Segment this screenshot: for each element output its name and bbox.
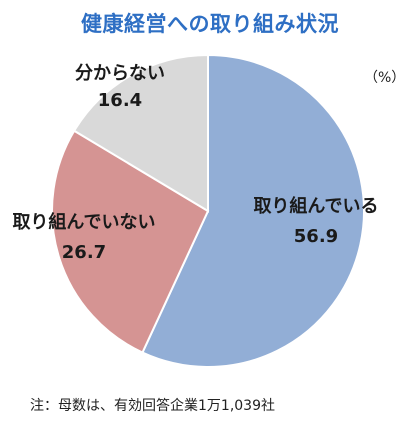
slice-category-label: 分からない xyxy=(75,63,165,84)
footnote: 注：母数は、有効回答企業1万1,039社 xyxy=(30,398,275,414)
slice-category-label: 取り組んでいる xyxy=(253,195,378,217)
chart-title: 健康経営への取り組み状況 xyxy=(81,12,339,36)
slice-category-label: 取り組んでいない xyxy=(12,211,155,233)
pie-slice-1 xyxy=(141,53,365,368)
pie-slice-2 xyxy=(51,129,210,354)
pie-slice-3 xyxy=(72,53,209,213)
slice-value-label: 56.9 xyxy=(294,226,338,247)
slice-value-label: 16.4 xyxy=(98,90,142,111)
unit-label: （%） xyxy=(364,70,406,86)
slice-value-label: 26.7 xyxy=(62,242,106,263)
